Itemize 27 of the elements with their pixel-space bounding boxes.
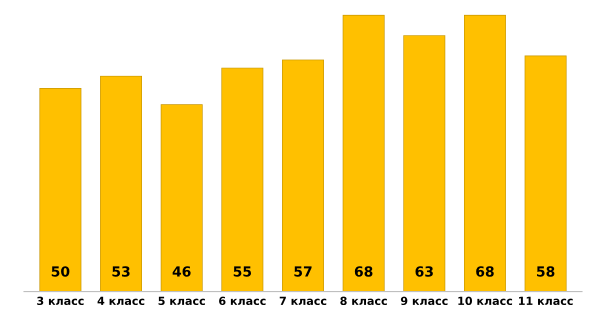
data-label: 55	[234, 266, 252, 277]
bar	[524, 56, 567, 292]
data-label: 46	[172, 266, 191, 277]
x-tick-label: 3 класс	[37, 296, 84, 306]
x-tick-label: 7 класс	[280, 296, 326, 306]
bar	[100, 76, 142, 292]
data-label: 68	[476, 266, 494, 277]
data-label: 53	[112, 266, 130, 277]
x-tick-label: 5 класс	[158, 296, 205, 306]
x-tick-label: 9 класс	[400, 296, 448, 306]
bar	[403, 35, 446, 292]
x-tick-label: 11 класс	[519, 296, 573, 306]
data-label: 58	[537, 266, 554, 277]
data-label: 50	[52, 266, 70, 277]
x-tick-label: 6 класс	[219, 296, 266, 306]
x-tick-label: 4 класс	[98, 296, 144, 306]
bar	[39, 88, 82, 292]
bar	[282, 60, 324, 292]
data-label: 63	[416, 266, 433, 277]
x-tick-label: 10 класс	[458, 296, 512, 306]
bar	[160, 104, 203, 292]
data-label: 68	[354, 266, 372, 277]
bar	[342, 14, 385, 292]
data-label: 57	[294, 266, 312, 277]
bar	[464, 14, 506, 292]
bar	[221, 68, 264, 292]
x-tick-label: 8 класс	[340, 296, 387, 306]
